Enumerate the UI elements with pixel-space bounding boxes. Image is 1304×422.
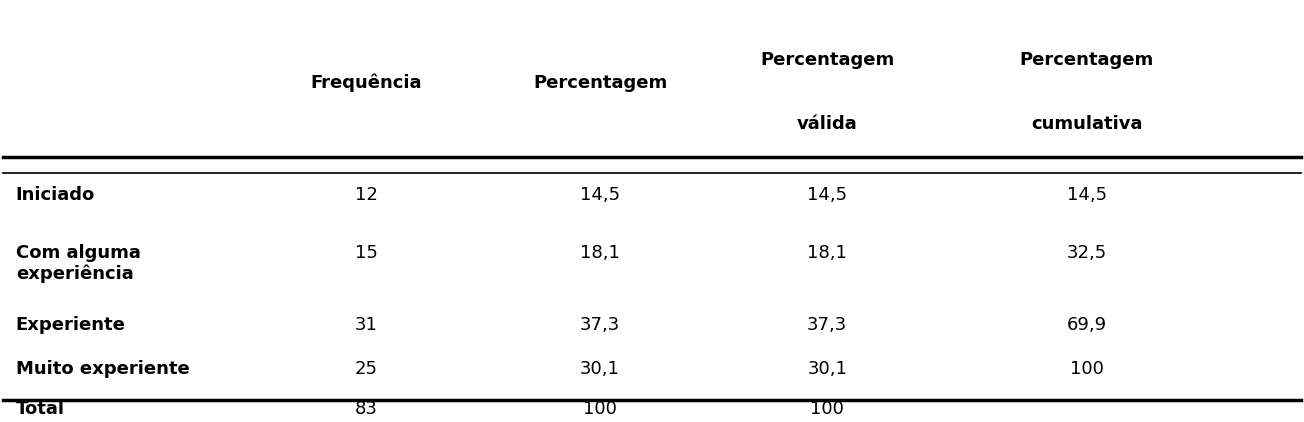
Text: Com alguma
experiência: Com alguma experiência xyxy=(16,244,141,283)
Text: cumulativa: cumulativa xyxy=(1031,115,1142,133)
Text: 100: 100 xyxy=(583,400,617,419)
Text: 30,1: 30,1 xyxy=(580,360,619,378)
Text: Iniciado: Iniciado xyxy=(16,186,95,203)
Text: 14,5: 14,5 xyxy=(807,186,848,203)
Text: 31: 31 xyxy=(355,316,378,334)
Text: 30,1: 30,1 xyxy=(807,360,848,378)
Text: 14,5: 14,5 xyxy=(580,186,621,203)
Text: 100: 100 xyxy=(810,400,844,419)
Text: Percentagem: Percentagem xyxy=(533,74,668,92)
Text: 100: 100 xyxy=(1071,360,1104,378)
Text: 18,1: 18,1 xyxy=(580,244,619,262)
Text: 37,3: 37,3 xyxy=(807,316,848,334)
Text: 83: 83 xyxy=(355,400,378,419)
Text: Percentagem: Percentagem xyxy=(760,51,895,69)
Text: 14,5: 14,5 xyxy=(1067,186,1107,203)
Text: 37,3: 37,3 xyxy=(580,316,621,334)
Text: 69,9: 69,9 xyxy=(1067,316,1107,334)
Text: 15: 15 xyxy=(355,244,378,262)
Text: 25: 25 xyxy=(355,360,378,378)
Text: Percentagem: Percentagem xyxy=(1020,51,1154,69)
Text: 12: 12 xyxy=(355,186,378,203)
Text: Total: Total xyxy=(16,400,65,419)
Text: válida: válida xyxy=(797,115,858,133)
Text: Frequência: Frequência xyxy=(310,74,422,92)
Text: Muito experiente: Muito experiente xyxy=(16,360,189,378)
Text: 32,5: 32,5 xyxy=(1067,244,1107,262)
Text: 18,1: 18,1 xyxy=(807,244,848,262)
Text: Experiente: Experiente xyxy=(16,316,125,334)
